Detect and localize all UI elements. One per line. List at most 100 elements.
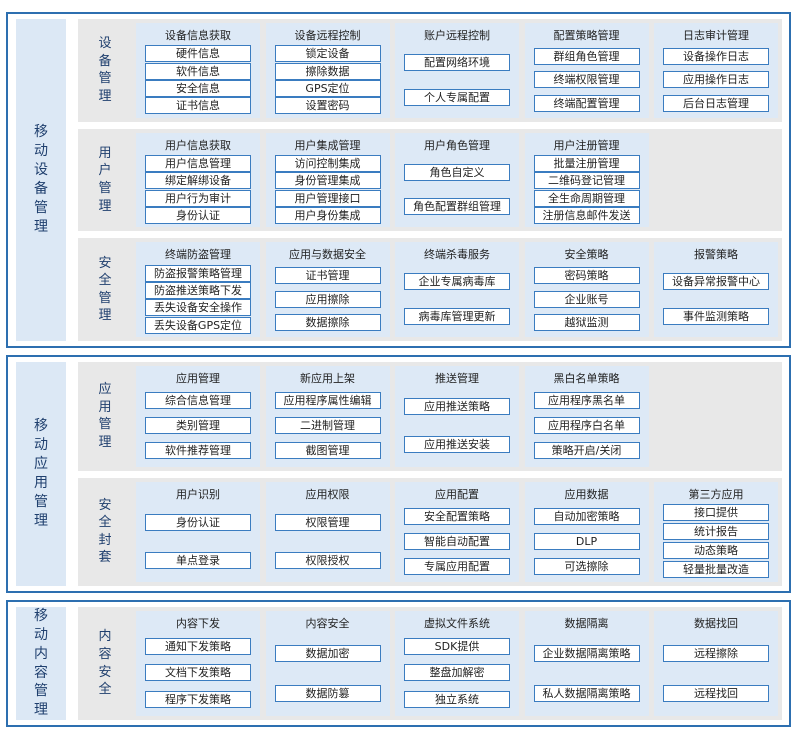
item: 终端配置管理: [533, 94, 640, 112]
item: 用户身份集成: [274, 207, 381, 225]
item: 应用推送策略: [404, 398, 510, 416]
item: 企业数据隔离策略: [533, 644, 640, 662]
card: 数据隔离企业数据隔离策略 私人数据隔离策略: [524, 611, 649, 716]
card: 终端杀毒服务 企业专属病毒库 病毒库管理更新: [395, 242, 519, 338]
item: 可选擦除: [533, 557, 640, 575]
card: 应用权限 权限管理 权限授权: [265, 481, 390, 583]
item-list: 批量注册管理 二维码登记管理 全生命周期管理 注册信息邮件发送: [525, 154, 649, 228]
item: 越狱监测: [533, 313, 640, 331]
item: 数据擦除: [274, 313, 381, 331]
card-title: 用户角色管理: [424, 138, 490, 152]
item: 策略开启/关闭: [533, 442, 640, 460]
item: SDK提供: [404, 637, 510, 655]
item: 应用程序属性编辑: [274, 392, 381, 410]
card-title: 内容下发: [176, 617, 220, 630]
section: 移动设备管理 设备管理 设备信息获取 硬件信息 软件信息 安全信息 证书信息 设备远程控制 锁定…: [6, 12, 791, 348]
item: 数据加密: [274, 644, 381, 662]
item: 访问控制集成: [274, 154, 381, 172]
item: 远程擦除: [663, 644, 769, 662]
item: 软件推荐管理: [145, 442, 251, 460]
item: 病毒库管理更新: [404, 308, 510, 326]
group-label: 应用管理: [80, 362, 130, 471]
card: 应用配置 安全配置策略 智能自动配置 专属应用配置: [395, 481, 519, 582]
item: 注册信息邮件发送: [533, 207, 640, 225]
item: 防盗报警策略管理: [145, 264, 251, 282]
card: 应用管理 综合信息管理 类别管理 软件推荐管理: [136, 366, 260, 467]
section-title: 移动设备管理: [33, 124, 48, 235]
section: 移动应用管理 应用管理 应用管理 综合信息管理 类别管理 软件推荐管理 新应用上架应用程序属…: [6, 355, 791, 593]
card: 用户角色管理角色自定义 角色配置群组管理: [395, 132, 519, 228]
item: 应用推送安装: [404, 436, 510, 454]
item: 配置网络环境: [404, 53, 510, 71]
item: 二维码登记管理: [533, 172, 640, 190]
item: 通知下发策略: [145, 637, 251, 655]
item-list: 应用程序属性编辑 二进制管理 截图管理: [266, 388, 390, 467]
card-title: 日志审计管理: [683, 29, 749, 42]
group: 安全管理 终端防盗管理 防盗报警策略管理 防盗推送策略下发 丢失设备安全操作 丢失设备GP…: [78, 238, 782, 342]
card: 内容安全 数据加密 数据防篡: [265, 611, 390, 716]
card: 数据找回 远程擦除 远程找回: [654, 611, 778, 716]
card-title: 用户识别: [176, 487, 220, 501]
item: 应用擦除: [274, 290, 381, 308]
item: 绑定解绑设备: [145, 172, 251, 190]
item: 远程找回: [663, 684, 769, 702]
card-title: 应用与数据安全: [289, 248, 366, 262]
card: 应用数据 自动加密策略 DLP 可选擦除: [524, 481, 649, 582]
card: 第三方应用 接口提供 统计报告 动态策略 轻量批量改造: [654, 481, 778, 582]
item: 擦除数据: [274, 62, 381, 80]
card-title: 用户集成管理: [294, 138, 361, 152]
group-title: 安全封套: [98, 497, 112, 566]
item: 群组角色管理: [533, 48, 640, 66]
group-title: 应用管理: [98, 382, 112, 450]
item-list: 密码策略 企业账号 越狱监测: [525, 264, 649, 337]
section-label: 移动应用管理: [16, 362, 66, 586]
item: 身份认证: [145, 513, 251, 531]
item-list: 配置网络环境 个人专属配置: [395, 45, 519, 118]
card: 用户集成管理访问控制集成 身份管理集成 用户管理接口 用户身份集成: [265, 132, 390, 228]
card-title: 新应用上架: [300, 372, 355, 385]
item-list: 身份认证 单点登录: [136, 504, 260, 583]
item: DLP: [533, 532, 640, 550]
card-title: 配置策略管理: [553, 29, 620, 42]
card-title: 应用数据: [564, 487, 609, 501]
item: 身份管理集成: [274, 172, 381, 190]
item-list: 锁定设备 擦除数据 GPS定位 设置密码: [266, 45, 390, 118]
item: 接口提供: [663, 504, 769, 522]
card-title: 内容安全: [305, 617, 350, 630]
card-title: 黑白名单策略: [553, 372, 620, 385]
item: 设备操作日志: [663, 48, 769, 66]
card-title: 账户远程控制: [424, 29, 490, 42]
card: 用户注册管理 批量注册管理 二维码登记管理 全生命周期管理 注册信息邮件发送: [524, 132, 649, 228]
card-title: 设备信息获取: [165, 29, 231, 42]
card-title: 数据隔离: [564, 617, 609, 630]
item-list: SDK提供 整盘加解密 独立系统: [395, 633, 519, 716]
card: 设备远程控制 锁定设备 擦除数据 GPS定位 设置密码: [265, 23, 390, 118]
group-list: 应用管理 应用管理 综合信息管理 类别管理 软件推荐管理 新应用上架应用程序属性编辑 二进制…: [78, 362, 782, 586]
group-list: 设备管理 设备信息获取 硬件信息 软件信息 安全信息 证书信息 设备远程控制 锁定设备 擦除数据…: [78, 19, 782, 342]
item: 截图管理: [274, 442, 381, 460]
item: 安全配置策略: [404, 507, 510, 525]
item: 轻量批量改造: [663, 561, 769, 579]
item-list: 企业数据隔离策略 私人数据隔离策略: [525, 633, 649, 716]
item-list: 应用程序黑名单 应用程序白名单 策略开启/关闭: [525, 388, 649, 467]
group-title: 用户管理: [98, 145, 112, 214]
card-title: 虚拟文件系统: [424, 617, 490, 630]
card: 用户信息获取 用户信息管理 绑定解绑设备 用户行为审计 身份认证: [136, 132, 260, 228]
item-list: 角色自定义 角色配置群组管理: [395, 155, 519, 228]
item: 私人数据隔离策略: [533, 684, 640, 702]
group-label: 安全管理: [80, 238, 130, 341]
item: 应用程序白名单: [533, 417, 640, 435]
item: 硬件信息: [145, 45, 251, 63]
card: 虚拟文件系统 SDK提供 整盘加解密 独立系统: [395, 611, 519, 716]
item: 锁定设备: [274, 45, 381, 63]
item: 安全信息: [145, 80, 251, 98]
group: 内容安全 内容下发 通知下发策略 文档下发策略 程序下发策略 内容安全 数据加密 数据防篡 虚拟…: [78, 607, 782, 720]
card: 安全策略 密码策略 企业账号 越狱监测: [524, 242, 649, 338]
item: 综合信息管理: [145, 392, 251, 410]
item-list: 访问控制集成 身份管理集成 用户管理接口 用户身份集成: [266, 154, 390, 228]
section: 移动内容管理 内容安全 内容下发 通知下发策略 文档下发策略 程序下发策略 内容安全 数据加密…: [6, 600, 791, 727]
card: 终端防盗管理 防盗报警策略管理 防盗推送策略下发 丢失设备安全操作 丢失设备GPS定位: [136, 242, 260, 338]
item-list: 权限管理 权限授权: [266, 504, 390, 583]
item-list: 证书管理 应用擦除 数据擦除: [266, 264, 390, 337]
